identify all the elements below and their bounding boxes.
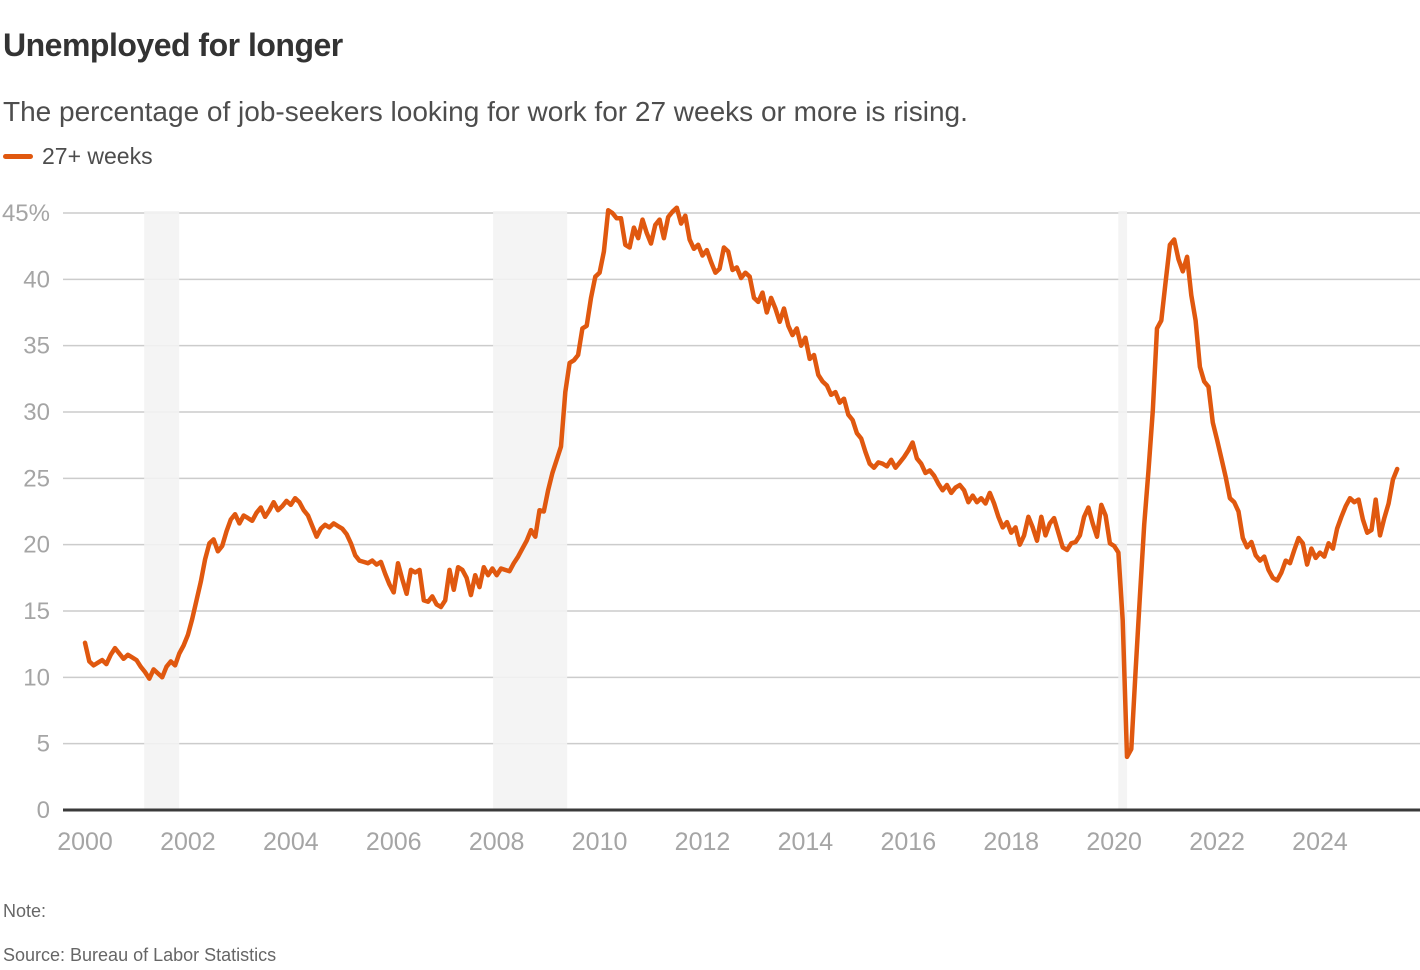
- series-line-27-weeks: [82, 205, 1400, 760]
- x-tick-label: 2002: [160, 828, 216, 856]
- y-tick-label: 45%: [2, 200, 50, 227]
- y-tick-label: 40: [23, 266, 50, 293]
- y-tick-label: 25: [23, 465, 50, 492]
- y-tick-label: 35: [23, 333, 50, 360]
- x-tick-label: 2000: [57, 828, 113, 856]
- legend: 27+ weeks: [3, 143, 153, 170]
- chart-title: Unemployed for longer: [3, 27, 343, 64]
- legend-label: 27+ weeks: [42, 143, 153, 169]
- x-tick-label: 2016: [881, 828, 937, 856]
- recession-band: [493, 211, 568, 810]
- recession-band: [1118, 211, 1128, 810]
- recession-band: [144, 211, 180, 810]
- x-tick-label: 2012: [675, 828, 731, 856]
- y-tick-label: 15: [23, 598, 50, 625]
- line-chart: 0 5 10 15 20 25 30 35 40 45% 2000 2002 2004 2006 2008 2…: [2, 200, 1420, 856]
- y-tick-label: 10: [23, 664, 50, 691]
- x-tick-label: 2010: [572, 828, 628, 856]
- note-label: Note:: [3, 901, 47, 921]
- x-tick-label: 2022: [1189, 828, 1245, 856]
- x-tick-label: 2014: [778, 828, 834, 856]
- source-label: Source: Bureau of Labor Statistics: [3, 945, 277, 965]
- y-tick-label: 0: [37, 797, 50, 824]
- chart-subtitle: The percentage of job-seekers looking fo…: [3, 96, 968, 127]
- x-tick-label: 2024: [1292, 828, 1348, 856]
- x-tick-label: 2020: [1086, 828, 1142, 856]
- y-tick-label: 20: [23, 532, 50, 559]
- x-tick-label: 2018: [983, 828, 1039, 856]
- x-tick-label: 2006: [366, 828, 422, 856]
- y-tick-label: 5: [37, 731, 50, 758]
- y-tick-label: 30: [23, 399, 50, 426]
- x-tick-label: 2008: [469, 828, 525, 856]
- legend-line-swatch: [3, 154, 33, 159]
- x-tick-label: 2004: [263, 828, 319, 856]
